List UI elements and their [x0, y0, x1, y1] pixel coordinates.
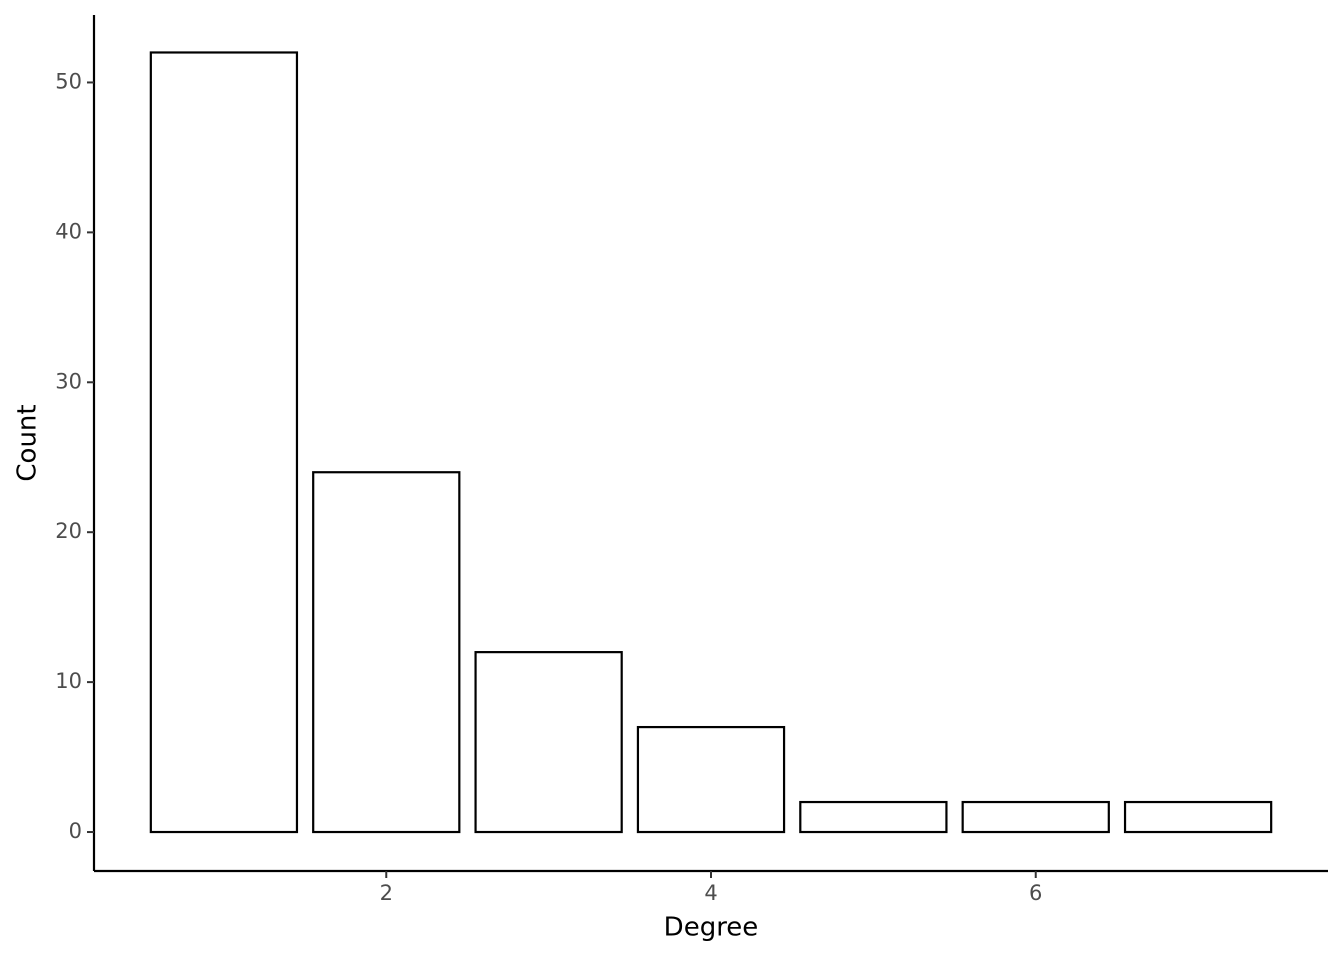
bar: [799, 800, 948, 834]
y-tick-label: 40: [55, 219, 82, 243]
bar: [312, 471, 461, 834]
y-axis-title: Count: [13, 404, 43, 481]
x-tick-label: 6: [1029, 881, 1042, 905]
x-axis-title: Degree: [664, 913, 759, 943]
bar: [636, 725, 786, 834]
x-tick-label: 2: [380, 881, 393, 905]
y-tick-label: 30: [55, 369, 82, 393]
bar: [1123, 800, 1273, 834]
y-tick-label: 20: [55, 519, 82, 543]
bar: [149, 51, 299, 834]
x-tick-label: 4: [704, 881, 717, 905]
y-tick-label: 0: [69, 819, 82, 843]
y-tick-label: 50: [55, 69, 82, 93]
bar: [474, 651, 623, 834]
y-tick-label: 10: [55, 669, 82, 693]
bar: [961, 800, 1110, 834]
